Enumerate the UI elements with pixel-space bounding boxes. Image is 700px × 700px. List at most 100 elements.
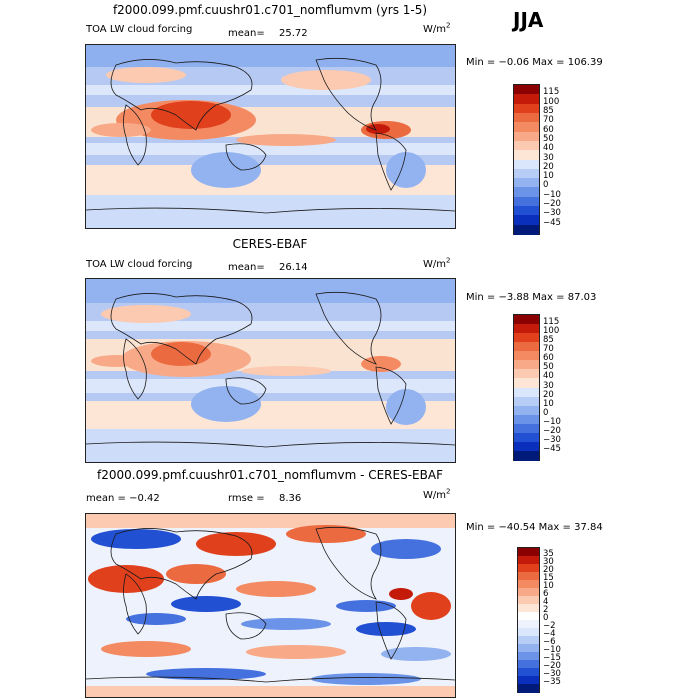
colorbar-swatch — [518, 556, 539, 565]
panel3-mean-label: mean = −0.42 — [86, 493, 160, 504]
colorbar-swatch — [518, 628, 539, 637]
panel1-field-label: TOA LW cloud forcing — [86, 24, 193, 35]
colorbar-swatch — [514, 94, 539, 105]
panel1-mean-value: 25.72 — [279, 28, 308, 39]
colorbar-swatch — [514, 450, 539, 461]
panel1-map — [85, 44, 456, 229]
panel2-map — [85, 278, 456, 463]
colorbar-swatch — [514, 122, 539, 133]
colorbar-tick-label: −20 — [543, 661, 561, 671]
panel3-title: f2000.099.pmf.cuushr01.c701_nomflumvm - … — [97, 468, 443, 482]
panel2-map-svg — [86, 279, 455, 462]
colorbar-tick-label: −30 — [543, 208, 561, 219]
colorbar-tick-label: 4 — [543, 597, 549, 607]
panel1-title: f2000.099.pmf.cuushr01.c701_nomflumvm (y… — [112, 3, 428, 17]
colorbar-swatch — [514, 215, 539, 226]
colorbar-tick-label: 40 — [543, 371, 554, 382]
panel3-map-svg — [86, 514, 455, 697]
panel3-colorbar — [517, 547, 540, 693]
panel2-field-label: TOA LW cloud forcing — [86, 259, 193, 270]
colorbar-swatch — [514, 324, 539, 334]
panel3-rmse-label: rmse = — [228, 493, 265, 504]
colorbar-swatch — [514, 333, 539, 343]
colorbar-swatch — [518, 580, 539, 589]
panel2-colorbar — [513, 314, 540, 461]
colorbar-swatch — [514, 150, 539, 160]
colorbar-tick-label: −30 — [543, 669, 561, 679]
colorbar-tick-label: 50 — [543, 362, 554, 373]
colorbar-tick-label: 115 — [543, 87, 560, 98]
panel3-minmax: Min = −40.54 Max = 37.84 — [466, 522, 603, 533]
colorbar-swatch — [514, 342, 539, 352]
colorbar-tick-label: −30 — [543, 434, 561, 445]
colorbar-tick-label: 0 — [543, 613, 549, 623]
colorbar-tick-label: 6 — [543, 589, 549, 599]
colorbar-swatch — [518, 612, 539, 621]
panel1-map-svg — [86, 45, 455, 228]
panel3-units: W/m2 — [423, 487, 451, 501]
colorbar-tick-label: −10 — [543, 416, 561, 427]
colorbar-swatch — [514, 159, 539, 170]
panel2-mean-label: mean= — [228, 262, 265, 273]
colorbar-swatch — [518, 668, 539, 677]
colorbar-tick-label: 40 — [543, 143, 554, 154]
colorbar-swatch — [518, 548, 539, 557]
colorbar-tick-label: 10 — [543, 581, 554, 591]
colorbar-swatch — [514, 405, 539, 416]
colorbar-swatch — [514, 378, 539, 388]
colorbar-swatch — [514, 85, 539, 95]
colorbar-swatch — [514, 396, 539, 407]
colorbar-tick-label: 60 — [543, 124, 554, 135]
colorbar-swatch — [518, 564, 539, 573]
colorbar-tick-label: 100 — [543, 326, 560, 337]
colorbar-swatch — [518, 636, 539, 645]
colorbar-tick-label: 10 — [543, 171, 554, 182]
panel1-mean-label: mean= — [228, 28, 265, 39]
panel2-title: CERES-EBAF — [232, 237, 308, 251]
colorbar-tick-label: −10 — [543, 189, 561, 200]
colorbar-tick-label: −45 — [543, 217, 561, 228]
panel2-units: W/m2 — [423, 256, 451, 270]
colorbar-tick-label: 30 — [543, 557, 554, 567]
colorbar-swatch — [514, 360, 539, 370]
colorbar-tick-label: 100 — [543, 96, 560, 107]
colorbar-tick-label: 60 — [543, 353, 554, 364]
colorbar-swatch — [514, 369, 539, 379]
colorbar-tick-label: −35 — [543, 677, 561, 687]
colorbar-tick-label: 15 — [543, 573, 554, 583]
colorbar-tick-label: −45 — [543, 443, 561, 454]
colorbar-tick-label: −6 — [543, 637, 556, 647]
colorbar-swatch — [514, 131, 539, 142]
colorbar-tick-label: 30 — [543, 152, 554, 163]
colorbar-tick-label: 20 — [543, 389, 554, 400]
colorbar-tick-label: 70 — [543, 115, 554, 126]
panel1-units: W/m2 — [423, 21, 451, 35]
colorbar-swatch — [514, 168, 539, 179]
colorbar-tick-label: 30 — [543, 380, 554, 391]
panel2-minmax: Min = −3.88 Max = 87.03 — [466, 292, 597, 303]
colorbar-tick-label: 20 — [543, 565, 554, 575]
colorbar-swatch — [514, 140, 539, 151]
colorbar-swatch — [514, 103, 539, 114]
colorbar-tick-label: −15 — [543, 653, 561, 663]
colorbar-tick-label: 20 — [543, 161, 554, 172]
panel1-minmax: Min = −0.06 Max = 106.39 — [466, 57, 603, 68]
season-label: JJA — [513, 8, 544, 32]
panel3-map — [85, 513, 456, 698]
colorbar-tick-label: 85 — [543, 335, 554, 346]
colorbar-swatch — [514, 187, 539, 198]
colorbar-swatch — [518, 660, 539, 669]
colorbar-tick-label: 115 — [543, 317, 560, 328]
colorbar-tick-label: 10 — [543, 398, 554, 409]
colorbar-swatch — [514, 206, 539, 216]
colorbar-swatch — [514, 224, 539, 235]
colorbar-tick-label: 85 — [543, 105, 554, 116]
colorbar-tick-label: −10 — [543, 645, 561, 655]
colorbar-swatch — [514, 112, 539, 123]
colorbar-swatch — [518, 572, 539, 581]
colorbar-swatch — [514, 351, 539, 361]
panel1-colorbar — [513, 84, 540, 235]
colorbar-swatch — [514, 432, 539, 443]
colorbar-swatch — [514, 315, 539, 325]
colorbar-tick-label: −20 — [543, 425, 561, 436]
